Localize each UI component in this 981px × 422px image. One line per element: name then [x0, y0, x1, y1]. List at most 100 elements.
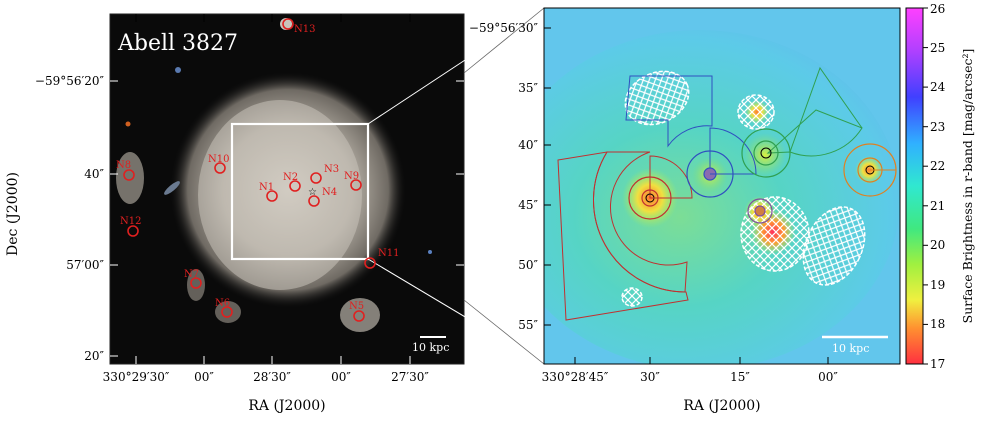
colorbar-tick-labels: 26 25 24 23 22 21 20 19 18 17	[930, 2, 946, 371]
sector-n2-outer	[625, 75, 713, 148]
cbar-tick-21: 21	[930, 199, 945, 213]
galaxy-n8-glow	[116, 152, 144, 204]
right-frame	[543, 7, 901, 365]
sector-n1-inner	[649, 155, 693, 199]
left-xtick-4: 27′30″	[391, 370, 429, 384]
label-n3: N3	[324, 164, 339, 175]
left-y-axis-label: Dec (J2000)	[5, 172, 21, 256]
left-x-axis-label: RA (J2000)	[248, 398, 325, 414]
galaxy-n13-glow	[280, 18, 292, 30]
sector-n2-inner	[709, 127, 757, 175]
left-xtick-0: 330°29′30″	[103, 370, 170, 384]
blue-star	[175, 67, 181, 73]
marker-n7	[190, 277, 202, 289]
mask-right	[802, 206, 866, 286]
right-ytick-2: 40″	[518, 138, 538, 152]
right-ytick-0: −59°56′30″	[469, 21, 539, 35]
right-tick-labels: 330°28′45″ 30″ 15″ 00″ −59°56′30″ 35″ 40…	[469, 21, 838, 384]
galaxy-n7-glow	[187, 269, 205, 301]
colorbar	[905, 7, 924, 365]
colorbar-label: Surface Brightness in r-band [mag/arcsec…	[960, 49, 975, 324]
blob-right	[855, 156, 883, 184]
galaxy-n6-glow	[215, 301, 241, 323]
left-tick-labels: 330°29′30″ 00″ 28′30″ 00″ 27′30″ −59°56′…	[35, 74, 429, 384]
left-xtick-1: 00″	[194, 370, 214, 384]
marker-n5	[353, 310, 365, 322]
sector-n3-outer	[789, 66, 863, 153]
left-tick-marks	[110, 14, 464, 364]
right-xtick-0: 330°28′45″	[542, 370, 609, 384]
left-ytick-1: 40″	[84, 167, 104, 181]
label-n6: N6	[215, 298, 230, 309]
cbar-tick-25: 25	[930, 41, 945, 55]
left-ytick-3: 20″	[84, 349, 104, 363]
label-n12: N12	[120, 216, 141, 227]
sector-n1-wedge	[557, 151, 689, 321]
label-n10: N10	[208, 154, 229, 165]
right-image-panel	[544, 8, 900, 364]
bcg-star: ☆	[308, 187, 317, 198]
right-tick-marks	[544, 27, 829, 364]
right-ytick-4: 50″	[518, 258, 538, 272]
marker-labels: N1 N2 N3 N4 N5 N6 N7 N8 N9 N10 N11 N12 N…	[116, 24, 399, 312]
right-xtick-1: 30″	[640, 370, 660, 384]
right-xtick-2: 15″	[730, 370, 750, 384]
marker-n4	[308, 195, 320, 207]
cluster-core	[198, 100, 362, 290]
zoom-connector-top	[367, 7, 545, 125]
cbar-tick-26: 26	[930, 2, 945, 16]
marker-n8	[123, 169, 135, 181]
red-star	[125, 121, 131, 127]
galaxy-n5-glow	[340, 298, 380, 332]
left-xtick-2: 28′30″	[253, 370, 291, 384]
marker-n2	[289, 180, 301, 192]
cbar-tick-20: 20	[930, 238, 945, 252]
left-title: Abell 3827	[117, 31, 238, 56]
mask-bottom	[621, 287, 643, 307]
marker-n6	[221, 306, 233, 318]
zoom-connector-outer-top	[463, 7, 545, 74]
label-n7: N7	[184, 269, 199, 280]
marker-n13	[282, 18, 294, 30]
cbar-tick-22: 22	[930, 159, 945, 173]
label-n2: N2	[283, 172, 298, 183]
label-n4: N4	[322, 187, 337, 198]
mask-top	[737, 94, 775, 130]
source-apertures	[628, 128, 897, 224]
marker-n3	[310, 172, 322, 184]
left-frame	[109, 13, 465, 365]
label-n13: N13	[294, 24, 315, 35]
sector-n3-wedge	[766, 109, 863, 157]
label-n11: N11	[378, 248, 399, 259]
galaxy-markers	[123, 18, 376, 322]
cbar-tick-18: 18	[930, 317, 945, 331]
marker-n12	[127, 225, 139, 237]
cbar-tick-17: 17	[930, 357, 945, 371]
zoom-connector-outer-bottom	[463, 299, 545, 365]
cbar-tick-24: 24	[930, 80, 946, 94]
label-n8: N8	[116, 160, 131, 171]
marker-n11	[364, 257, 376, 269]
mask-center	[740, 196, 810, 272]
left-scale-label: 10 kpc	[412, 341, 449, 354]
label-n1: N1	[259, 182, 274, 193]
zoom-box	[230, 122, 370, 261]
right-xtick-3: 00″	[818, 370, 838, 384]
left-xtick-3: 00″	[331, 370, 351, 384]
right-ytick-3: 45″	[518, 198, 538, 212]
right-x-axis-label: RA (J2000)	[683, 398, 760, 414]
left-image-panel	[110, 14, 464, 364]
label-n9: N9	[344, 171, 359, 182]
cbar-tick-19: 19	[930, 278, 945, 292]
marker-n9	[350, 179, 362, 191]
blob-upper	[743, 133, 787, 177]
small-star	[428, 250, 432, 254]
label-n5: N5	[349, 301, 364, 312]
marker-n10	[214, 162, 226, 174]
edge-on-galaxy	[164, 181, 180, 195]
right-ytick-5: 55″	[518, 318, 538, 332]
left-ytick-0: −59°56′20″	[35, 74, 105, 88]
zoom-connector-bottom	[367, 258, 545, 365]
left-ytick-2: 57′00″	[66, 258, 104, 272]
